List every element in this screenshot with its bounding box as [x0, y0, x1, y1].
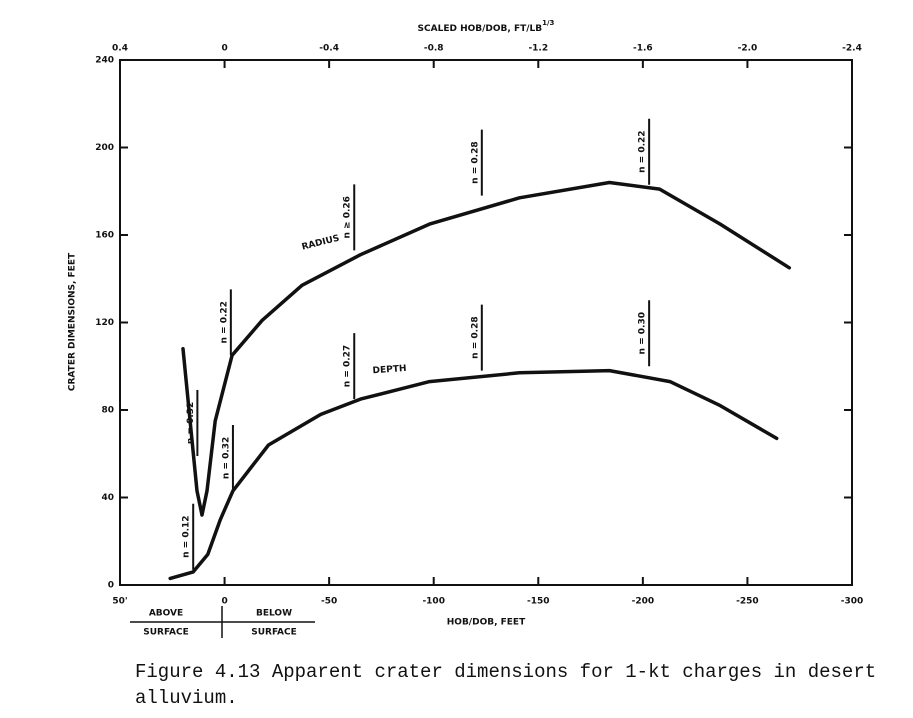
- x2-axis-title-text: SCALED HOB/DOB, FT/LB: [418, 24, 543, 34]
- series-label: RADIUS: [301, 234, 341, 253]
- annotation: n = 0.12: [182, 515, 192, 557]
- x-tick-label: 0: [221, 597, 227, 607]
- x2-tick-label: -0.8: [424, 44, 444, 54]
- annotation: n = 0.27: [343, 345, 353, 387]
- y-tick-label: 80: [101, 406, 114, 416]
- x2-tick-label: 0: [221, 44, 227, 54]
- annotation: n = 0.28: [470, 141, 480, 183]
- x-axis-title: HOB/DOB, FEET: [447, 618, 526, 628]
- series-line: [168, 368, 779, 581]
- caption: alluvium.: [135, 687, 238, 709]
- x2-tick-label: -1.2: [528, 44, 548, 54]
- above-label: ABOVE: [149, 609, 183, 619]
- y-tick-label: 240: [95, 56, 114, 66]
- y-tick-label: 40: [101, 493, 114, 503]
- annotation: n = 0.22: [219, 301, 229, 343]
- x2-axis-title-sup: 1/3: [542, 19, 554, 27]
- y-axis-title: CRATER DIMENSIONS, FEET: [68, 252, 78, 391]
- x-tick-label: -200: [632, 597, 655, 607]
- series-label: DEPTH: [372, 364, 407, 376]
- x-tick-label: -150: [527, 597, 550, 607]
- annotation: n = 0.32: [186, 402, 196, 444]
- above-label: SURFACE: [143, 628, 189, 638]
- y-tick-label: 0: [108, 581, 114, 591]
- x2-axis-title: SCALED HOB/DOB, FT/LB1/3: [418, 19, 555, 34]
- annotation: n = 0.22: [638, 130, 648, 172]
- x-tick-label: -250: [736, 597, 759, 607]
- annotation: n ≥ 0.26: [343, 196, 353, 238]
- series-line: [181, 180, 792, 517]
- below-label: BELOW: [256, 609, 292, 619]
- y-tick-label: 160: [95, 231, 114, 241]
- x-tick-label: -100: [422, 597, 445, 607]
- x-tick-label: -50: [321, 597, 337, 607]
- annotation: n = 0.30: [638, 312, 648, 354]
- y-tick-label: 200: [95, 143, 114, 153]
- annotation: n = 0.28: [470, 316, 480, 358]
- x-tick-label: -300: [841, 597, 864, 607]
- x2-tick-label: -1.6: [633, 44, 653, 54]
- annotation: n = 0.32: [221, 437, 231, 479]
- x2-tick-label: -2.4: [842, 44, 862, 54]
- below-label: SURFACE: [251, 628, 297, 638]
- y-tick-label: 120: [95, 318, 114, 328]
- x2-tick-label: -2.0: [738, 44, 758, 54]
- plot-frame: [119, 59, 853, 586]
- x2-tick-label: -0.4: [319, 44, 339, 54]
- x2-tick-label: 0.4: [112, 44, 128, 54]
- caption: Figure 4.13 Apparent crater dimensions f…: [135, 661, 876, 683]
- x-tick-label: 50': [112, 597, 127, 607]
